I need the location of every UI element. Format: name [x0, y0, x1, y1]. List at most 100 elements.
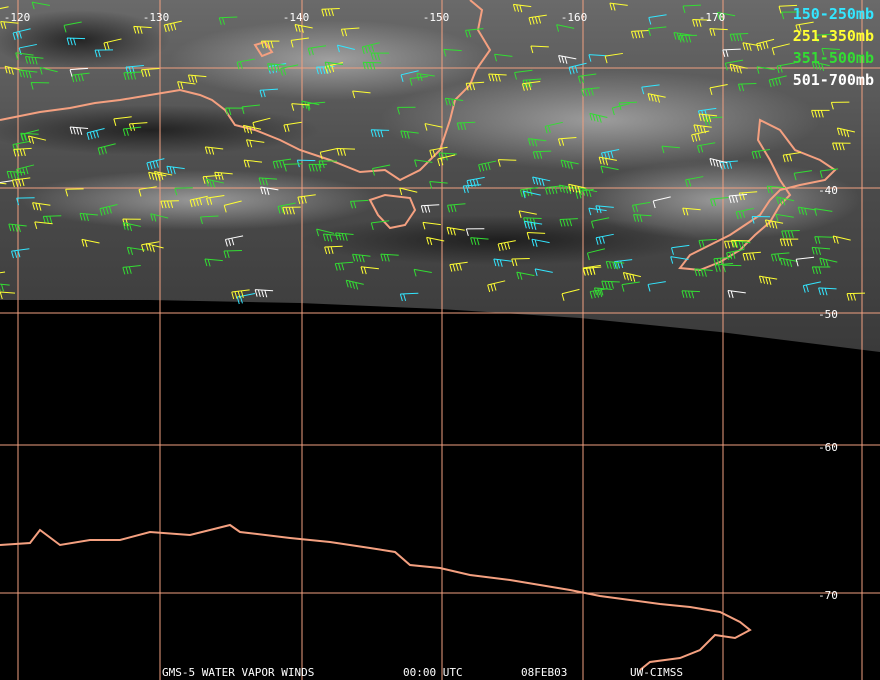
wind-barb — [16, 197, 35, 206]
wind-barb — [34, 221, 53, 230]
wind-barb — [713, 256, 732, 266]
wind-barb — [97, 143, 116, 156]
wind-barb — [447, 203, 466, 213]
wind-barb — [223, 200, 242, 213]
wind-barb — [698, 238, 717, 248]
wind-barb — [324, 61, 344, 74]
wind-barb — [260, 40, 280, 49]
wind-barb — [756, 66, 775, 74]
wind-barb — [836, 127, 856, 138]
wind-barb — [30, 81, 50, 90]
wind-barb — [187, 74, 207, 83]
wind-barb — [522, 190, 541, 199]
wind-barb — [793, 170, 812, 181]
longitude-label: -170 — [699, 11, 726, 24]
wind-barb — [69, 126, 89, 135]
wind-barb — [267, 63, 286, 72]
wind-barb — [236, 58, 255, 70]
wind-barb — [291, 103, 310, 111]
wind-barb — [0, 179, 14, 184]
wind-barb — [534, 268, 553, 276]
wind-barb — [604, 52, 623, 64]
wind-barb — [260, 186, 279, 196]
wind-barb — [214, 171, 233, 181]
wind-barb — [420, 204, 440, 213]
wind-barb — [737, 82, 757, 92]
wind-barb — [815, 33, 835, 43]
wind-barb — [652, 196, 671, 209]
wind-barb — [242, 124, 262, 134]
wind-barb — [521, 81, 541, 91]
wind-barb — [319, 147, 338, 160]
wind-barb — [582, 266, 602, 276]
wind-barb — [811, 109, 830, 118]
wind-barb — [795, 21, 814, 33]
wind-barb — [782, 152, 802, 163]
legend-entry: 501-700mb — [793, 71, 874, 89]
wind-barb — [647, 26, 667, 36]
legend-entry: 351-500mb — [793, 49, 874, 67]
wind-barb — [413, 268, 432, 277]
wind-barb — [400, 70, 419, 82]
wind-barb — [647, 93, 666, 103]
wind-barb — [633, 213, 652, 223]
wind-barb — [150, 213, 169, 222]
wind-barb — [79, 212, 98, 222]
wind-barb — [32, 202, 51, 211]
wind-barb — [0, 6, 9, 10]
wind-barb — [429, 180, 448, 189]
wind-barb — [621, 281, 640, 292]
wind-barb — [691, 130, 710, 143]
legend-entry: 150-250mb — [793, 5, 874, 23]
wind-barb — [511, 258, 530, 267]
wind-barb — [204, 146, 224, 155]
wind-barb — [81, 238, 100, 248]
wind-barb — [704, 116, 723, 126]
wind-barb — [778, 4, 798, 14]
wind-barb — [324, 61, 344, 70]
dry-band — [0, 10, 170, 70]
wind-barb — [709, 84, 728, 96]
wind-barb — [126, 246, 146, 255]
latitude-label: -40 — [818, 184, 838, 197]
wind-barb — [224, 235, 244, 247]
wind-barb — [324, 245, 343, 255]
wind-barb — [283, 163, 303, 172]
wind-barb — [588, 207, 607, 216]
footer-text: UW-CIMSS — [630, 666, 683, 679]
wind-barb — [31, 1, 50, 10]
wind-barb — [673, 32, 692, 41]
wind-barb — [27, 135, 47, 144]
coastline — [368, 193, 417, 230]
wind-barb — [671, 244, 690, 255]
wind-barb — [512, 3, 532, 13]
wind-barb — [294, 24, 313, 33]
wind-barb — [802, 281, 821, 293]
wind-barb — [148, 171, 167, 182]
latitude-label: -50 — [818, 308, 838, 321]
wind-barb — [145, 243, 164, 253]
wind-barb — [714, 262, 734, 273]
wind-barb — [0, 182, 7, 185]
wind-barb — [735, 207, 754, 220]
wind-barb — [832, 235, 851, 244]
wind-barb — [140, 67, 160, 77]
wind-barb — [648, 14, 667, 25]
wind-barb — [821, 47, 840, 56]
wind-barb — [561, 288, 580, 301]
wind-barb — [488, 73, 507, 82]
wind-barb — [685, 176, 704, 188]
wind-barb — [830, 101, 850, 110]
wind-barb — [71, 72, 90, 83]
wind-barb — [811, 246, 831, 256]
wind-barb — [681, 290, 700, 299]
wind-barb — [742, 42, 761, 51]
wind-barb — [20, 129, 40, 142]
wind-barb — [443, 48, 462, 57]
wind-barb — [811, 61, 830, 71]
wind-barb — [518, 210, 537, 218]
wind-barb — [166, 165, 185, 175]
wind-barb — [204, 258, 223, 267]
wind-barb — [372, 164, 391, 176]
